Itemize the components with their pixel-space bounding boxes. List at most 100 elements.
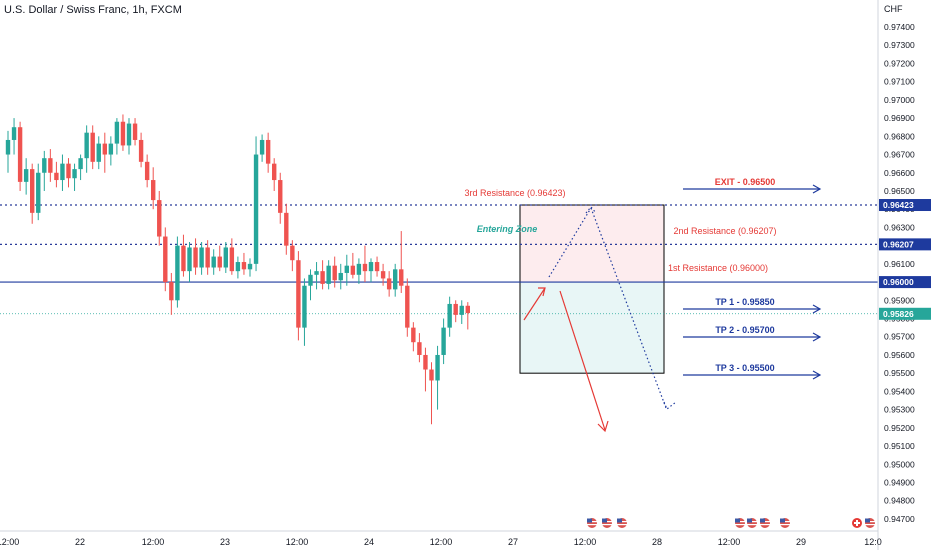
candle-body xyxy=(314,271,319,275)
candle-body xyxy=(157,200,162,237)
candle xyxy=(296,251,301,341)
candle xyxy=(217,245,222,272)
candle-body xyxy=(199,247,204,268)
candle xyxy=(144,154,150,188)
candle xyxy=(11,118,17,155)
flag-canton xyxy=(617,518,622,523)
us-flag-icon[interactable] xyxy=(586,517,598,529)
candle xyxy=(90,125,95,170)
price-badge-text: 0.95826 xyxy=(883,309,914,319)
candle-body xyxy=(332,265,337,281)
us-flag-icon[interactable] xyxy=(779,517,791,529)
candle xyxy=(411,322,416,352)
candle xyxy=(163,227,168,292)
us-flag-icon[interactable] xyxy=(864,517,876,529)
candle xyxy=(393,263,398,297)
candle-body xyxy=(417,342,422,355)
candle xyxy=(96,136,101,170)
candle xyxy=(187,241,192,283)
flag-canton xyxy=(747,518,752,523)
economic-events[interactable] xyxy=(586,517,876,529)
candle xyxy=(30,163,35,224)
candle-body xyxy=(338,272,343,281)
up-arrow-head xyxy=(538,287,546,297)
candle xyxy=(308,269,313,301)
candle-body xyxy=(23,169,29,182)
candle xyxy=(302,278,307,346)
candle xyxy=(36,163,41,221)
zone-upper-fill xyxy=(520,205,664,283)
time-axis[interactable]: 12:00 22 12:00 23 12:00 24 12:00 27 12:00 28 12:00… xyxy=(0,530,882,547)
projection-peak-head xyxy=(585,206,597,214)
candle-body xyxy=(265,139,271,164)
candle-body xyxy=(441,327,446,355)
swiss-flag-icon[interactable] xyxy=(851,517,863,529)
price-badge: 0.95826 xyxy=(879,307,931,320)
price-tick-label: 0.96500 xyxy=(884,186,915,196)
entering-zone: Entering Zone xyxy=(477,204,665,374)
candle-body xyxy=(120,121,126,146)
flag-stripe xyxy=(587,524,597,526)
us-flag-icon[interactable] xyxy=(759,517,771,529)
target-arrow-head xyxy=(812,304,822,314)
candle-body xyxy=(368,262,374,272)
target-label: TP 3 - 0.95500 xyxy=(715,363,774,373)
candle-body xyxy=(48,158,53,173)
candle-body xyxy=(60,163,65,181)
candle-body xyxy=(326,265,331,284)
candle xyxy=(5,130,11,173)
price-tick-label: 0.95500 xyxy=(884,368,915,378)
candle xyxy=(102,132,107,173)
resistance-label: 3rd Resistance (0.96423) xyxy=(464,188,565,198)
candle-body xyxy=(253,154,259,264)
target-arrow: EXIT - 0.96500 xyxy=(683,177,822,194)
us-flag-icon[interactable] xyxy=(734,517,746,529)
candle-body xyxy=(259,139,265,155)
price-tick-label: 0.96900 xyxy=(884,113,915,123)
candle-body xyxy=(132,123,138,140)
candle-body xyxy=(459,305,464,315)
price-axis[interactable]: CHF 0.97400 0.97300 0.97200 0.97100 0.97000 0.… xyxy=(877,0,931,550)
us-flag-icon[interactable] xyxy=(616,517,628,529)
candle xyxy=(223,241,228,273)
candle-body xyxy=(235,262,241,272)
candle-body xyxy=(308,274,313,286)
resistance-levels: 3rd Resistance (0.96423) 2nd Resistance (… xyxy=(0,188,878,315)
price-badge-text: 0.96423 xyxy=(883,200,914,210)
price-tick-label: 0.95600 xyxy=(884,350,915,360)
us-flag-icon[interactable] xyxy=(746,517,758,529)
flag-stripe xyxy=(602,524,612,526)
time-tick-label: 29 xyxy=(796,537,806,547)
target-arrow: TP 3 - 0.95500 xyxy=(683,363,822,380)
candle-body xyxy=(302,285,307,328)
candle xyxy=(417,333,422,363)
candle xyxy=(368,258,374,283)
resistance-label: 1st Resistance (0.96000) xyxy=(668,263,768,273)
projection-up-dotted xyxy=(548,207,592,278)
price-badge-bg xyxy=(879,276,931,289)
price-tick-label: 0.96800 xyxy=(884,131,915,141)
price-tick-label: 0.95200 xyxy=(884,423,915,433)
candle-body xyxy=(296,260,301,328)
price-tick-label: 0.95400 xyxy=(884,386,915,396)
candle-body xyxy=(30,169,35,213)
time-tick-label: 12:00 xyxy=(574,537,597,547)
down-arrow-line xyxy=(559,290,606,431)
candle xyxy=(362,245,368,283)
candle-body xyxy=(78,158,83,170)
candle xyxy=(435,345,440,410)
candle xyxy=(235,256,241,279)
candle xyxy=(441,318,446,365)
target-arrow-head xyxy=(812,370,822,380)
candle-body xyxy=(356,263,362,275)
target-arrow: TP 1 - 0.95850 xyxy=(683,297,822,314)
us-flag-icon[interactable] xyxy=(601,517,613,529)
candle-body xyxy=(350,265,356,275)
price-tick-label: 0.95300 xyxy=(884,405,915,415)
price-tick-label: 0.95000 xyxy=(884,459,915,469)
candle-body xyxy=(435,354,440,381)
candle-body xyxy=(108,143,114,155)
flag-stripe xyxy=(747,524,757,526)
flag-stripe xyxy=(617,524,627,526)
